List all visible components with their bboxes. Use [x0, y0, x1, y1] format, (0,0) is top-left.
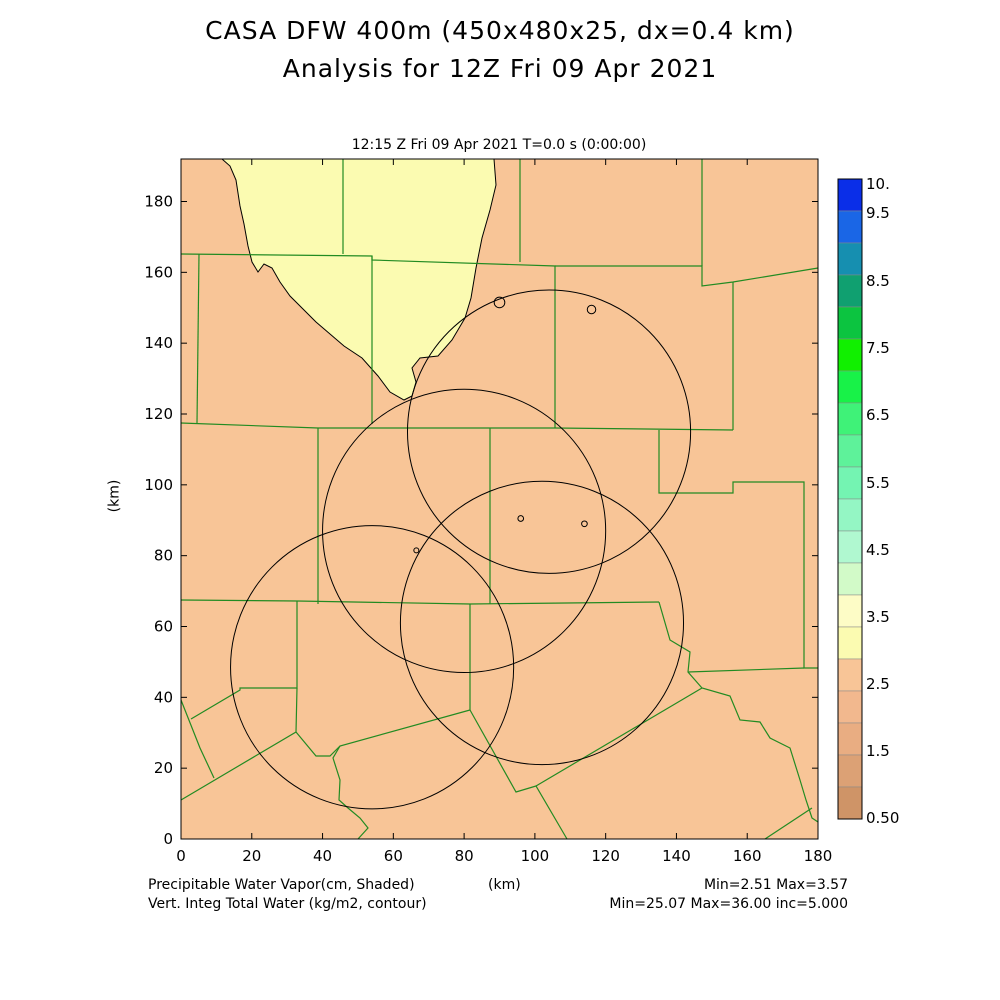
small-contour-3: [581, 520, 588, 528]
axes-layer: 0 20 40 60 80 100 120 140 160 180 0 20 40 60 80 100 120 1…: [144, 159, 832, 865]
colorbar-swatch: [837, 658, 863, 692]
y-tick-label: 160: [144, 263, 173, 281]
time-label: 12:15 Z Fri 09 Apr 2021 T=0.0 s (0:00:00…: [351, 137, 647, 153]
radar-ring-1: [322, 388, 607, 674]
colorbar-swatch: [837, 338, 863, 372]
plot-frame: [180, 158, 819, 840]
colorbar-swatch: [837, 402, 863, 436]
x-tick-label: 20: [242, 847, 261, 865]
x-axis-unit: (km): [488, 877, 521, 893]
x-tick-label: 40: [313, 847, 332, 865]
colorbar-label: 5.5: [866, 474, 890, 492]
colorbar-label: 7.5: [866, 339, 890, 357]
y-tick-label: 80: [154, 547, 173, 565]
colorbar-label: 2.5: [866, 675, 890, 693]
colorbar-swatch: [837, 242, 863, 276]
y-tick-label: 100: [144, 476, 173, 494]
x-tick-label: 80: [455, 847, 474, 865]
y-tick-label: 0: [163, 830, 173, 848]
colorbar-swatch: [837, 434, 863, 468]
main-title: CASA DFW 400m (450x480x25, dx=0.4 km): [205, 16, 795, 45]
small-contour-0: [493, 296, 506, 309]
shaded-field-label: Precipitable Water Vapor(cm, Shaded): [148, 877, 415, 893]
colorbar-label: 0.50: [866, 809, 899, 827]
small-contour-2: [517, 515, 525, 522]
x-tick-label: 0: [176, 847, 186, 865]
contour-stats: Min=25.07 Max=36.00 inc=5.000: [609, 896, 848, 912]
colorbar-swatch: [837, 306, 863, 340]
contour-field-label: Vert. Integ Total Water (kg/m2, contour): [148, 896, 427, 912]
colorbar-label: 8.5: [866, 272, 890, 290]
colorbar-swatch: [837, 178, 863, 212]
small-contour-1: [586, 304, 597, 315]
colorbar-swatch: [837, 690, 863, 724]
y-tick-label: 40: [154, 688, 173, 706]
colorbar-label: 6.5: [866, 406, 890, 424]
colorbar-swatch: [837, 594, 863, 628]
colorbar-swatch: [837, 562, 863, 596]
x-tick-label: 60: [384, 847, 403, 865]
colorbar-label: 1.5: [866, 742, 890, 760]
colorbar-swatch: [837, 626, 863, 660]
colorbar-label: 10.: [866, 175, 890, 193]
radar-ring-0: [230, 525, 515, 810]
shaded-stats: Min=2.51 Max=3.57: [703, 877, 848, 893]
y-tick-label: 180: [144, 193, 173, 211]
colorbar-swatch: [837, 498, 863, 532]
x-tick-label: 140: [662, 847, 691, 865]
y-tick-label: 140: [144, 334, 173, 352]
small-contour-4: [413, 547, 420, 554]
moisture-region: [220, 158, 497, 401]
colorbar-label: 9.5: [866, 204, 890, 222]
y-tick-label: 20: [154, 759, 173, 777]
x-tick-label: 120: [591, 847, 620, 865]
x-tick-label: 180: [804, 847, 833, 865]
colorbar-swatch: [837, 786, 863, 820]
colorbar-swatch: [837, 530, 863, 564]
colorbar: 10. 9.5 8.5 7.5 6.5 5.5 4.5 3.5 2.5 1.5 0.50: [837, 175, 899, 827]
colorbar-swatch: [837, 722, 863, 756]
colorbar-swatch: [837, 466, 863, 500]
x-tick-label: 160: [733, 847, 762, 865]
colorbar-frame: [837, 178, 863, 820]
colorbar-label: 4.5: [866, 541, 890, 559]
x-tick-label: 100: [521, 847, 550, 865]
colorbar-label: 3.5: [866, 608, 890, 626]
radar-ring-2: [399, 480, 685, 766]
radar-ring-3: [406, 289, 692, 574]
colorbar-swatch: [837, 370, 863, 404]
colorbar-swatch: [837, 274, 863, 308]
y-tick-label: 60: [154, 618, 173, 636]
contour-layer: [230, 289, 692, 810]
analysis-title: Analysis for 12Z Fri 09 Apr 2021: [282, 54, 718, 83]
colorbar-swatch: [837, 754, 863, 788]
y-tick-label: 120: [144, 405, 173, 423]
county-lines: [180, 159, 819, 840]
y-axis-unit: (km): [106, 479, 123, 513]
colorbar-swatch: [837, 210, 863, 244]
